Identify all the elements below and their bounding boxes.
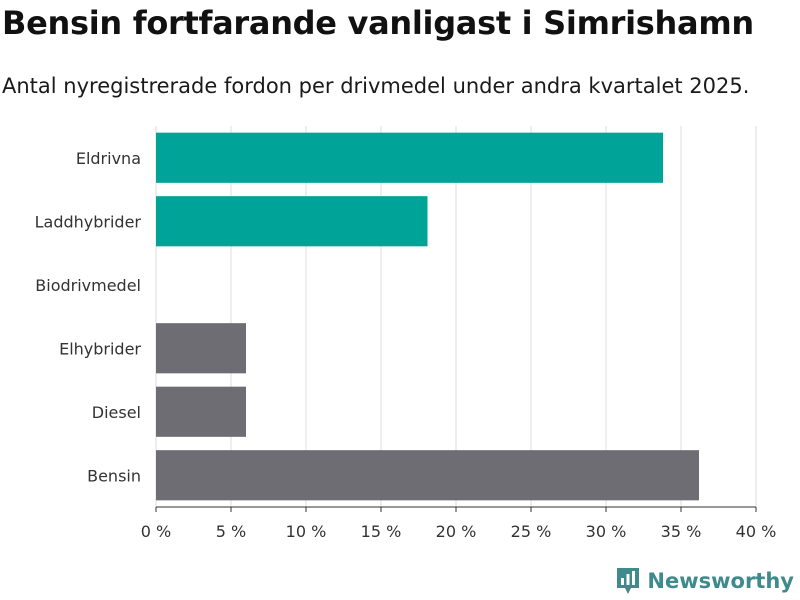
bar bbox=[156, 196, 428, 247]
bar bbox=[156, 450, 699, 501]
x-tick-label: 20 % bbox=[436, 522, 477, 541]
bar bbox=[156, 386, 246, 437]
x-tick-label: 15 % bbox=[361, 522, 402, 541]
chart-title: Bensin fortfarande vanligast i Simrisham… bbox=[2, 4, 754, 42]
x-tick-label: 25 % bbox=[511, 522, 552, 541]
bar-chart: Eldrivna Laddhybrider Biodrivmedel Elhybrid… bbox=[35, 126, 777, 541]
category-label: Eldrivna bbox=[76, 149, 141, 168]
brand-logo: Newsworthy bbox=[615, 566, 794, 596]
x-tick-label: 35 % bbox=[661, 522, 702, 541]
bar bbox=[156, 323, 246, 374]
x-tick-label: 0 % bbox=[141, 522, 171, 541]
chart-subtitle: Antal nyregistrerade fordon per drivmede… bbox=[2, 74, 750, 98]
category-label: Biodrivmedel bbox=[35, 276, 141, 295]
category-label: Laddhybrider bbox=[35, 212, 142, 231]
x-tick-label: 10 % bbox=[286, 522, 327, 541]
category-label: Bensin bbox=[87, 466, 141, 485]
bar bbox=[156, 132, 663, 183]
category-label: Elhybrider bbox=[59, 339, 141, 358]
category-label: Diesel bbox=[92, 403, 141, 422]
x-tick-label: 5 % bbox=[216, 522, 246, 541]
newsworthy-logo-icon bbox=[617, 568, 640, 594]
brand-name: Newsworthy bbox=[647, 569, 794, 593]
x-tick-label: 30 % bbox=[586, 522, 627, 541]
x-tick-label: 40 % bbox=[736, 522, 777, 541]
